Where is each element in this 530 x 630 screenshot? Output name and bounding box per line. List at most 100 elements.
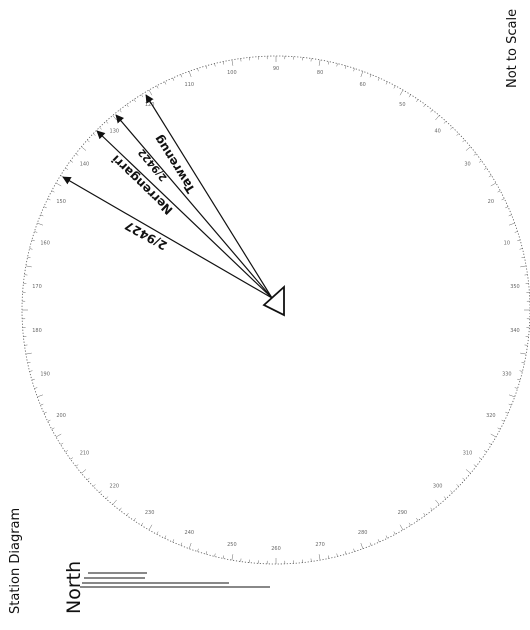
dial-tick (55, 182, 62, 187)
dial-tick (353, 548, 355, 552)
dial-tick (497, 427, 501, 430)
dial-tick (172, 539, 175, 543)
dial-tick (214, 63, 216, 67)
dial-tick (231, 554, 234, 561)
dial-label: 220 (110, 483, 120, 489)
dial-label: 100 (227, 70, 237, 76)
ray-label-2-9427: 2/9427 (122, 218, 169, 253)
dial-tick (31, 378, 35, 381)
dial-label: 90 (273, 66, 279, 72)
dial-label: 170 (32, 284, 42, 290)
dial-tick (172, 77, 175, 81)
dial-tick (488, 442, 492, 445)
dial-tick (473, 153, 477, 156)
dial-label: 40 (434, 129, 440, 135)
dial-tick (369, 542, 372, 546)
dial-tick (344, 65, 347, 69)
dial-label: 230 (145, 510, 155, 516)
dial-tick (75, 464, 79, 467)
dial-tick (43, 411, 47, 414)
dial-tick (377, 539, 380, 543)
dial-tick (497, 190, 501, 193)
dial-tick (521, 361, 525, 364)
dial-label: 110 (185, 82, 195, 88)
dial-tick (327, 61, 330, 65)
dial-tick (450, 490, 453, 493)
dial-tick (81, 146, 87, 151)
dial-tick (60, 175, 64, 178)
dial-label: 340 (510, 328, 520, 334)
dial-tick (156, 531, 159, 535)
dial-tick (416, 517, 419, 521)
compass-dial-ticks (22, 56, 530, 564)
dial-tick (43, 206, 47, 209)
dial-tick (508, 403, 512, 406)
dial-label: 180 (32, 328, 42, 334)
dial-tick (27, 256, 31, 259)
dial-tick (505, 206, 509, 209)
dial-tick (47, 419, 51, 422)
dial-tick (93, 484, 96, 487)
dial-label: 200 (56, 413, 66, 419)
dial-tick (29, 370, 33, 372)
dial-label: 300 (433, 483, 443, 489)
dial-label: 120 (145, 102, 155, 108)
dial-tick (478, 160, 482, 163)
dial-tick (93, 133, 96, 136)
dial-tick (205, 65, 208, 69)
ray-tawrenug (145, 94, 273, 299)
dial-tick (37, 222, 44, 226)
dial-label: 240 (185, 530, 195, 536)
dial-tick (180, 542, 183, 546)
dial-tick (501, 198, 505, 201)
dial-tick (450, 127, 453, 130)
dial-tick (141, 522, 144, 526)
dial-tick (369, 74, 372, 78)
dial-tick (430, 109, 433, 113)
dial-tick (336, 63, 338, 67)
dial-tick (318, 554, 321, 561)
dial-tick (81, 469, 87, 474)
dial-tick (360, 542, 364, 549)
dial-tick (70, 160, 74, 163)
dial-tick (408, 522, 411, 526)
dial-tick (435, 115, 440, 121)
dial-tick (423, 512, 426, 516)
dial-label: 190 (40, 372, 50, 378)
dial-tick (430, 507, 433, 511)
dial-label: 80 (317, 70, 323, 76)
dial-tick (393, 531, 396, 535)
dial-label: 130 (110, 129, 120, 135)
dial-tick (521, 256, 525, 259)
dial-tick (336, 553, 338, 557)
dial-label: 60 (360, 82, 366, 88)
dial-tick (377, 77, 380, 81)
dial-tick (112, 499, 117, 505)
dial-tick (164, 535, 167, 539)
dial-tick (197, 68, 199, 72)
dial-tick (517, 239, 521, 242)
dial-tick (465, 146, 471, 151)
dial-tick (133, 517, 136, 521)
dial-label: 20 (488, 199, 494, 205)
dial-tick (222, 61, 225, 65)
dial-tick (517, 378, 521, 381)
dial-tick (520, 352, 527, 355)
dial-tick (465, 469, 471, 474)
dial-tick (385, 81, 388, 85)
dial-tick (34, 231, 38, 233)
dial-tick (423, 104, 426, 108)
dial-label: 250 (227, 542, 237, 548)
dial-tick (105, 496, 109, 499)
dial-tick (180, 74, 183, 78)
dial-label: 30 (464, 161, 470, 167)
dial-tick (65, 450, 69, 453)
dial-tick (501, 419, 505, 422)
station-triangle-icon (262, 284, 285, 317)
dial-tick (483, 167, 487, 170)
dial-tick (141, 94, 144, 98)
dial-tick (478, 457, 482, 460)
dial-tick (75, 153, 79, 156)
dial-tick (119, 109, 122, 113)
dial-label: 210 (80, 451, 90, 457)
